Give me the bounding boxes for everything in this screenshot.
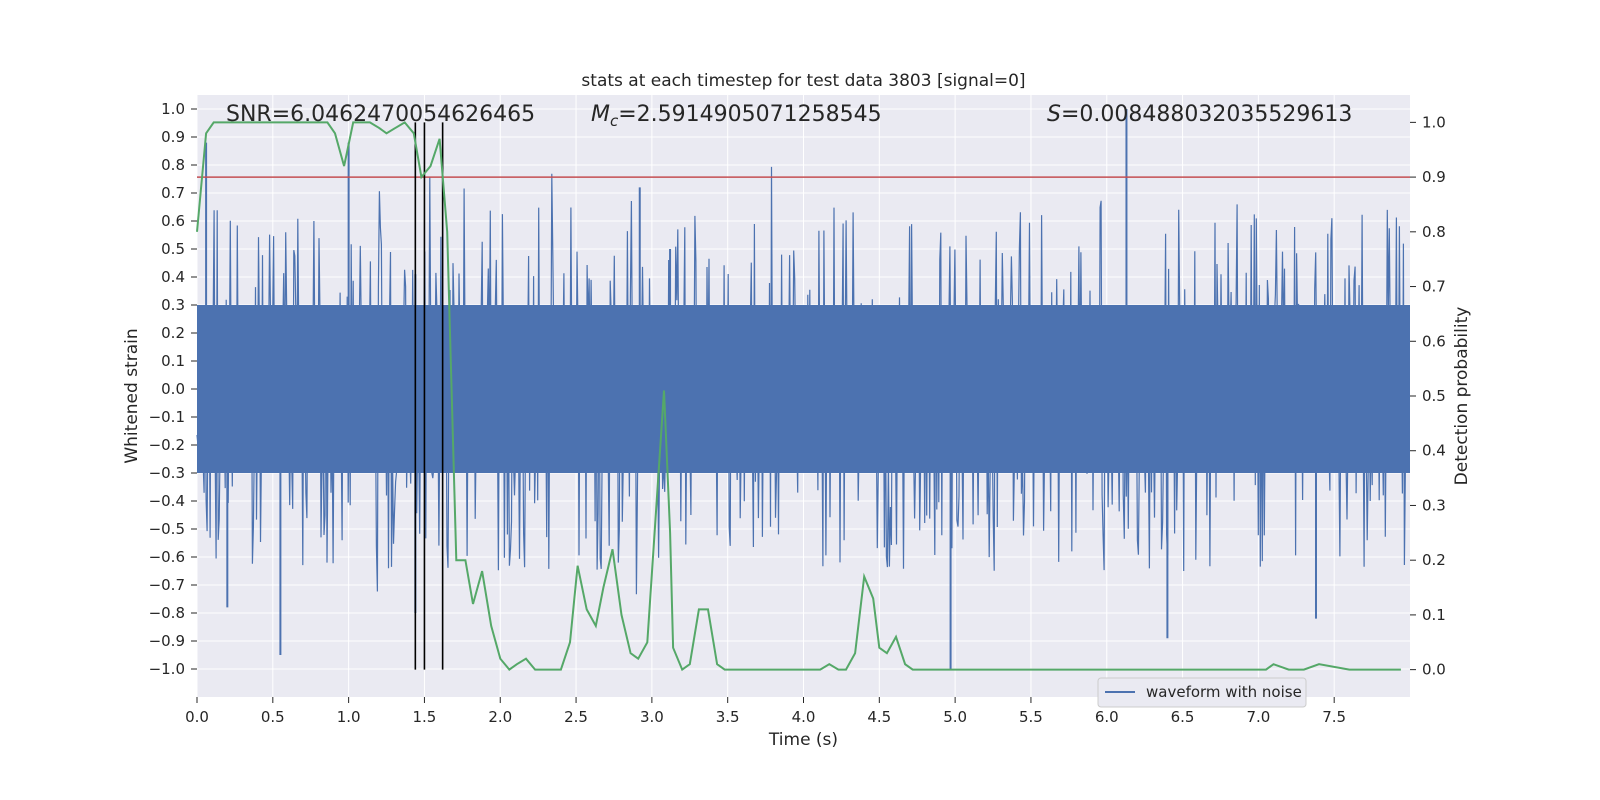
y2-tick-label: 0.2 <box>1422 551 1446 569</box>
x-tick-label: 2.0 <box>488 708 512 726</box>
y-tick-label: −1.0 <box>149 660 185 678</box>
x-tick-label: 1.5 <box>413 708 437 726</box>
y-tick-label: −0.3 <box>149 464 185 482</box>
y2-tick-label: 0.9 <box>1422 168 1446 186</box>
x-tick-label: 6.0 <box>1095 708 1119 726</box>
y-axis-label: Whitened strain <box>122 328 142 463</box>
s-annotation: S=0.008488032035529613 <box>1047 102 1352 127</box>
x-tick-label: 0.5 <box>261 708 285 726</box>
y-tick-label: 0.6 <box>161 212 185 230</box>
waveform-core-band <box>197 305 1410 473</box>
y-tick-label: −0.9 <box>149 632 185 650</box>
legend: waveform with noise <box>1097 677 1307 708</box>
mc-subscript: c <box>610 112 619 130</box>
s-value: =0.008488032035529613 <box>1061 102 1352 127</box>
y-tick-label: 0.0 <box>161 380 185 398</box>
mc-symbol: M <box>591 102 610 127</box>
y-tick-label: −0.4 <box>149 492 185 510</box>
y-tick-label: −0.8 <box>149 604 185 622</box>
probability-line <box>196 121 1401 672</box>
y-tick-label: 0.5 <box>161 240 185 258</box>
legend-box <box>1097 677 1307 708</box>
x-tick-label: 0.0 <box>185 708 209 726</box>
y2-tick-label: 0.6 <box>1422 332 1446 350</box>
probability-series <box>196 121 1401 672</box>
chart-title: stats at each timestep for test data 380… <box>581 71 1025 91</box>
y-tick-label: 0.9 <box>161 128 185 146</box>
y2-tick-label: 0.0 <box>1422 661 1446 679</box>
s-symbol: S <box>1047 102 1061 127</box>
mc-value: =2.5914905071258545 <box>618 102 881 127</box>
y-tick-label: 0.7 <box>161 184 185 202</box>
x-tick-label: 6.5 <box>1171 708 1195 726</box>
x-tick-label: 2.5 <box>564 708 588 726</box>
y2-axis-ticks: 1.0 0.9 0.8 0.7 0.6 0.5 0.4 0.3 0.2 0.1 0.0 <box>1410 113 1446 679</box>
y-tick-label: −0.2 <box>149 436 185 454</box>
x-tick-label: 3.5 <box>716 708 740 726</box>
y-axis-ticks: 1.0 0.9 0.8 0.7 0.6 0.5 0.4 0.3 0.2 0.1 0.0 −0.1 −0.… <box>149 100 197 678</box>
y2-tick-label: 0.3 <box>1422 496 1446 514</box>
x-tick-label: 7.5 <box>1322 708 1346 726</box>
x-tick-label: 3.0 <box>640 708 664 726</box>
vertical-markers <box>414 122 444 670</box>
x-tick-label: 4.5 <box>867 708 891 726</box>
x-tick-label: 5.5 <box>1019 708 1043 726</box>
y2-tick-label: 0.5 <box>1422 387 1446 405</box>
y2-tick-label: 1.0 <box>1422 113 1446 131</box>
legend-entry-waveform: waveform with noise <box>1146 683 1302 701</box>
y2-tick-label: 0.1 <box>1422 606 1446 624</box>
x-axis-label: Time (s) <box>768 730 838 750</box>
y-tick-label: 0.2 <box>161 324 185 342</box>
y-tick-label: −0.1 <box>149 408 185 426</box>
x-axis-ticks: 0.0 0.5 1.0 1.5 2.0 2.5 3.0 3.5 4.0 4.5 5.0 5.5 6.0 6… <box>185 697 1346 726</box>
waveform-series <box>196 109 1410 669</box>
x-tick-label: 5.0 <box>943 708 967 726</box>
y-tick-label: 0.8 <box>161 156 185 174</box>
y-tick-label: 0.1 <box>161 352 185 370</box>
y-tick-label: 0.3 <box>161 296 185 314</box>
snr-annotation: SNR=6.0462470054626465 <box>226 102 535 127</box>
y2-tick-label: 0.4 <box>1422 442 1446 460</box>
y-tick-label: −0.6 <box>149 548 185 566</box>
mc-annotation: Mc=2.5914905071258545 <box>591 102 882 130</box>
x-tick-label: 4.0 <box>792 708 816 726</box>
y-tick-label: −0.7 <box>149 576 185 594</box>
y-tick-label: 0.4 <box>161 268 185 286</box>
x-tick-label: 1.0 <box>337 708 361 726</box>
y-tick-label: −0.5 <box>149 520 185 538</box>
x-tick-label: 7.0 <box>1246 708 1270 726</box>
y2-tick-label: 0.7 <box>1422 278 1446 296</box>
y-tick-label: 1.0 <box>161 100 185 118</box>
y2-axis-label: Detection probability <box>1452 307 1472 486</box>
y2-tick-label: 0.8 <box>1422 223 1446 241</box>
